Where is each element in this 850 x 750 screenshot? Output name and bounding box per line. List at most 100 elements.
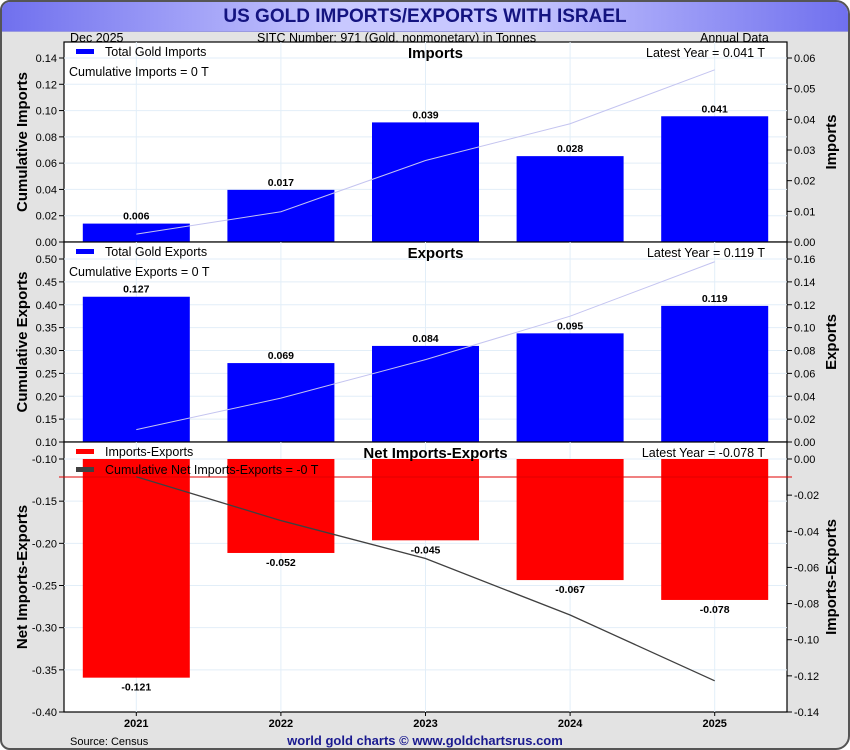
imports-left-tick-label: 0.12 xyxy=(36,79,57,91)
x-tick-label-2024: 2024 xyxy=(558,718,583,730)
imports-left-tick-label: 0.02 xyxy=(36,211,57,223)
exports-right-tick-label: 0.14 xyxy=(794,277,815,289)
net-bar-2021 xyxy=(82,459,190,678)
net-bar-2023 xyxy=(372,459,479,541)
imports-left-tick-label: 0.06 xyxy=(36,158,57,170)
imports-right-tick-label: 0.04 xyxy=(794,114,815,126)
imports-bar-value-label: 0.006 xyxy=(123,211,149,223)
source-label: Source: Census xyxy=(70,736,149,748)
exports-right-tick-label: 0.16 xyxy=(794,254,815,266)
exports-right-tick-label: 0.00 xyxy=(794,437,815,449)
net-left-tick-label: -0.30 xyxy=(32,623,57,635)
net-right-tick-label: -0.08 xyxy=(794,599,819,611)
net-left-tick-label: -0.20 xyxy=(32,538,57,550)
net-right-tick-label: -0.04 xyxy=(794,526,819,538)
net-right-tick-label: -0.06 xyxy=(794,562,819,574)
exports-left-tick-label: 0.40 xyxy=(36,300,57,312)
exports-bar-value-label: 0.084 xyxy=(412,333,438,345)
net-bar-value-label: -0.045 xyxy=(411,544,441,556)
net-legend-swatch xyxy=(76,449,94,454)
exports-right-tick-label: 0.06 xyxy=(794,368,815,380)
imports-bar-value-label: 0.017 xyxy=(268,177,294,189)
imports-bar-value-label: 0.041 xyxy=(702,103,728,115)
exports-cumulative-line xyxy=(136,261,715,431)
x-tick-label-2023: 2023 xyxy=(413,718,437,730)
net-bar-value-label: -0.078 xyxy=(700,604,730,616)
imports-right-tick-label: 0.02 xyxy=(794,176,815,188)
exports-legend-label: Total Gold Exports xyxy=(105,245,207,259)
net-right-tick-label: -0.12 xyxy=(794,671,819,683)
imports-cumulative-label: Cumulative Imports = 0 T xyxy=(69,65,209,79)
net-right-tick-label: -0.14 xyxy=(794,707,819,719)
net-right-tick-label: -0.10 xyxy=(794,635,819,647)
exports-bar-2021 xyxy=(82,296,190,442)
exports-right-tick-label: 0.12 xyxy=(794,300,815,312)
net-bar-value-label: -0.121 xyxy=(121,682,151,694)
imports-right-tick-label: 0.03 xyxy=(794,145,815,157)
exports-bar-2025 xyxy=(661,305,769,442)
imports-panel-title: Imports xyxy=(408,45,463,62)
exports-panel-title: Exports xyxy=(408,245,464,262)
imports-right-tick-label: 0.06 xyxy=(794,53,815,65)
imports-latest-year-label: Latest Year = 0.041 T xyxy=(646,46,765,60)
net-cumulative-line xyxy=(136,476,715,682)
imports-legend-label: Total Gold Imports xyxy=(105,45,206,59)
net-cumulative-label: Cumulative Net Imports-Exports = -0 T xyxy=(105,463,319,477)
exports-left-tick-label: 0.25 xyxy=(36,368,57,380)
exports-left-axis-title: Cumulative Exports xyxy=(14,272,31,413)
imports-bar-2025 xyxy=(661,116,769,242)
exports-bar-2023 xyxy=(372,345,479,442)
imports-right-axis-title: Imports xyxy=(823,114,840,169)
net-left-tick-label: -0.40 xyxy=(32,707,57,719)
net-cumulative-legend-swatch xyxy=(76,467,94,472)
imports-right-tick-label: 0.00 xyxy=(794,237,815,249)
exports-left-tick-label: 0.20 xyxy=(36,391,57,403)
credit-label: world gold charts © www.goldchartsrus.co… xyxy=(287,733,563,748)
imports-left-tick-label: 0.00 xyxy=(36,237,57,249)
exports-legend-swatch xyxy=(76,249,94,254)
title-bar: US GOLD IMPORTS/EXPORTS WITH ISRAEL xyxy=(2,2,848,32)
exports-bar-value-label: 0.095 xyxy=(557,320,583,332)
x-tick-label-2022: 2022 xyxy=(269,718,293,730)
imports-right-tick-label: 0.05 xyxy=(794,84,815,96)
net-left-tick-label: -0.35 xyxy=(32,665,57,677)
net-bar-2022 xyxy=(227,459,335,553)
imports-bar-value-label: 0.028 xyxy=(557,143,583,155)
exports-bar-2022 xyxy=(227,363,335,442)
imports-bar-2024 xyxy=(516,156,624,242)
exports-bar-value-label: 0.127 xyxy=(123,284,149,296)
exports-latest-year-label: Latest Year = 0.119 T xyxy=(647,246,765,260)
net-left-axis-title: Net Imports-Exports xyxy=(14,505,31,649)
exports-left-tick-label: 0.35 xyxy=(36,323,57,335)
imports-left-tick-label: 0.14 xyxy=(36,53,57,65)
imports-bar-2023 xyxy=(372,122,479,242)
imports-cumulative-line xyxy=(136,69,715,235)
imports-left-axis-title: Cumulative Imports xyxy=(14,72,31,212)
exports-bar-value-label: 0.119 xyxy=(702,293,728,305)
imports-bar-value-label: 0.039 xyxy=(412,109,438,121)
exports-left-tick-label: 0.45 xyxy=(36,277,57,289)
exports-left-tick-label: 0.30 xyxy=(36,346,57,358)
imports-left-tick-label: 0.08 xyxy=(36,132,57,144)
imports-bar-2022 xyxy=(227,189,335,242)
net-right-tick-label: 0.00 xyxy=(794,454,815,466)
exports-left-tick-label: 0.15 xyxy=(36,414,57,426)
imports-legend-swatch xyxy=(76,49,94,54)
net-legend-label: Imports-Exports xyxy=(105,445,193,459)
imports-left-tick-label: 0.10 xyxy=(36,106,57,118)
net-right-axis-title: Imports-Exports xyxy=(823,519,840,635)
net-bar-2025 xyxy=(661,459,769,600)
x-tick-label-2025: 2025 xyxy=(702,718,726,730)
imports-left-tick-label: 0.04 xyxy=(36,184,57,196)
imports-right-tick-label: 0.01 xyxy=(794,206,815,218)
net-left-tick-label: -0.25 xyxy=(32,581,57,593)
imports-bar-2021 xyxy=(82,223,190,242)
exports-right-tick-label: 0.04 xyxy=(794,391,815,403)
x-tick-label-2021: 2021 xyxy=(124,718,148,730)
exports-right-tick-label: 0.10 xyxy=(794,323,815,335)
exports-bar-value-label: 0.069 xyxy=(268,350,294,362)
net-left-tick-label: -0.10 xyxy=(32,454,57,466)
net-left-tick-label: -0.15 xyxy=(32,496,57,508)
exports-right-axis-title: Exports xyxy=(823,314,840,370)
exports-left-tick-label: 0.50 xyxy=(36,254,57,266)
